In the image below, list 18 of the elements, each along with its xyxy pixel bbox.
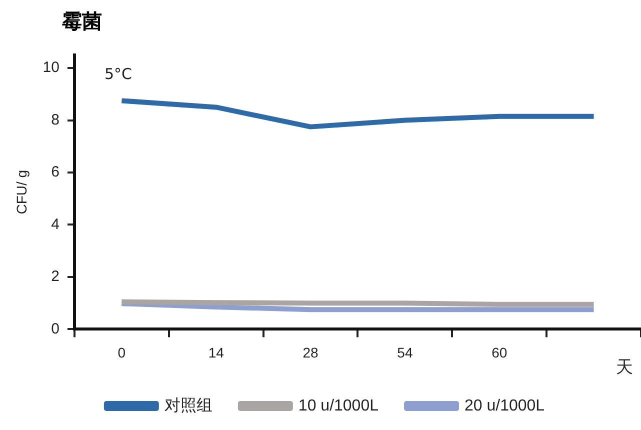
annotation: 5°C [104, 64, 132, 83]
x-tick-label: 14 [208, 344, 224, 360]
x-tick-label: 60 [492, 344, 508, 360]
legend-label: 对照组 [164, 396, 212, 414]
y-tick-label: 8 [51, 111, 60, 128]
y-tick-label: 6 [51, 164, 60, 181]
y-tick-label: 10 [42, 59, 60, 76]
x-tick-label: 28 [302, 344, 319, 360]
chart-title: 霉菌 [62, 8, 102, 35]
y-tick-label: 0 [51, 320, 60, 338]
y-tick-label: 2 [51, 268, 60, 286]
legend-label: 10 u/1000L [298, 397, 379, 414]
x-tick-label: 54 [397, 344, 413, 360]
x-tick-label: 0 [118, 344, 126, 360]
legend-label: 20 u/1000L [464, 397, 545, 414]
x-axis-title: 天 [616, 357, 633, 378]
y-tick-label: 4 [51, 216, 60, 233]
y-axis-title: CFU/ g [13, 170, 30, 214]
